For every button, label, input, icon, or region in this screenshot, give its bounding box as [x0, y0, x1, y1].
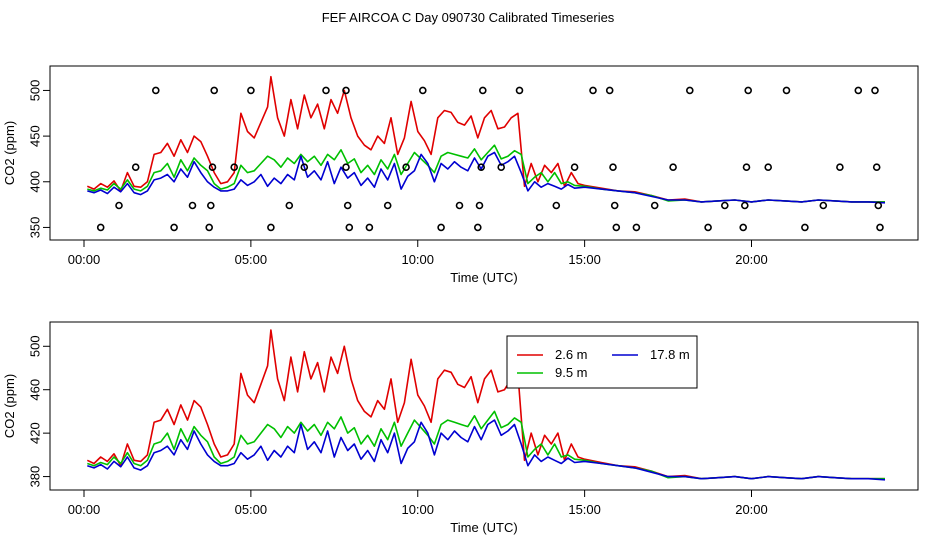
y-tick-label: 450: [27, 125, 42, 147]
x-axis-label: Time (UTC): [450, 520, 517, 535]
data-marker: [230, 163, 238, 171]
data-marker: [342, 86, 350, 95]
data-marker: [552, 201, 561, 210]
data-marker: [685, 86, 694, 95]
data-marker: [267, 223, 275, 232]
data-marker: [383, 201, 392, 210]
x-tick-label: 15:00: [568, 502, 601, 517]
y-tick-label: 400: [27, 171, 42, 193]
x-tick-label: 10:00: [401, 252, 434, 267]
data-marker: [669, 163, 677, 171]
y-tick-label: 500: [27, 335, 42, 357]
data-marker: [720, 201, 729, 210]
data-marker: [764, 163, 773, 171]
data-marker: [477, 163, 486, 171]
data-marker: [535, 223, 544, 232]
x-tick-label: 00:00: [68, 502, 101, 517]
data-marker: [589, 86, 597, 95]
data-marker: [742, 163, 751, 171]
data-marker: [437, 223, 445, 232]
data-marker: [342, 163, 350, 171]
plot-frame: [49, 321, 919, 491]
series-line-2-6-m: [86, 75, 885, 203]
data-marker: [131, 163, 140, 171]
data-marker: [170, 223, 178, 232]
data-marker: [96, 223, 105, 232]
data-marker: [365, 223, 374, 232]
data-marker: [801, 223, 809, 232]
data-marker: [300, 163, 309, 171]
data-marker: [605, 86, 614, 95]
data-marker: [836, 163, 844, 171]
chart-title: FEF AIRCOA C Day 090730 Calibrated Times…: [322, 10, 615, 25]
data-marker: [152, 86, 160, 95]
series-line-2-6-m: [86, 329, 885, 480]
data-marker: [345, 223, 354, 232]
top-panel: 00:00 05:00 10:00 15:00 20:00 350 400 450 500 Tim…: [2, 65, 919, 285]
x-tick-label: 20:00: [735, 502, 768, 517]
data-marker: [343, 201, 352, 210]
y-tick-label: 380: [27, 466, 42, 488]
data-marker: [285, 201, 294, 210]
series-line-17-8-m: [87, 419, 886, 481]
data-marker: [632, 223, 641, 232]
data-marker: [205, 223, 213, 232]
data-marker: [497, 163, 506, 171]
legend-label: 2.6 m: [555, 347, 588, 362]
legend-label: 9.5 m: [555, 365, 588, 380]
data-marker: [473, 223, 482, 232]
data-marker: [208, 163, 217, 171]
data-marker: [210, 86, 218, 95]
data-marker: [322, 86, 330, 95]
data-marker: [872, 163, 881, 171]
x-axis-label: Time (UTC): [450, 270, 517, 285]
plot-frame: [49, 65, 919, 241]
data-marker: [402, 163, 410, 171]
x-tick-label: 05:00: [235, 252, 268, 267]
data-marker: [475, 201, 484, 210]
data-marker: [871, 86, 879, 95]
data-marker: [782, 86, 791, 95]
x-tick-label: 05:00: [235, 502, 268, 517]
data-marker: [876, 223, 884, 232]
data-marker: [188, 201, 197, 210]
y-tick-label: 350: [27, 217, 42, 239]
data-marker: [609, 163, 617, 171]
data-marker: [455, 201, 464, 210]
bottom-panel: 00:00 05:00 10:00 15:00 20:00 380 420 460 500 Tim…: [2, 321, 919, 535]
y-tick-label: 420: [27, 422, 42, 444]
data-marker: [819, 201, 828, 210]
data-marker: [739, 223, 748, 232]
data-marker: [247, 86, 255, 95]
data-marker: [207, 201, 215, 210]
legend-label: 17.8 m: [650, 347, 690, 362]
data-marker: [515, 86, 524, 95]
data-marker: [744, 86, 753, 95]
data-marker: [874, 201, 883, 210]
series-line-17-8-m: [87, 151, 886, 204]
y-tick-label: 460: [27, 379, 42, 401]
x-tick-label: 15:00: [568, 252, 601, 267]
data-marker: [570, 163, 579, 171]
x-tick-label: 00:00: [68, 252, 101, 267]
data-marker: [740, 201, 749, 210]
data-marker: [650, 201, 659, 210]
x-tick-label: 10:00: [401, 502, 434, 517]
data-marker: [478, 86, 487, 95]
data-marker: [115, 201, 123, 210]
data-marker: [612, 223, 621, 232]
y-axis-label: CO2 (ppm): [2, 374, 17, 438]
data-marker: [704, 223, 712, 232]
y-tick-label: 500: [27, 80, 42, 102]
legend-box: [506, 335, 698, 389]
x-tick-label: 20:00: [735, 252, 768, 267]
data-marker: [418, 86, 427, 95]
y-axis-label: CO2 (ppm): [2, 121, 17, 185]
data-marker: [854, 86, 863, 95]
data-marker: [610, 201, 619, 210]
